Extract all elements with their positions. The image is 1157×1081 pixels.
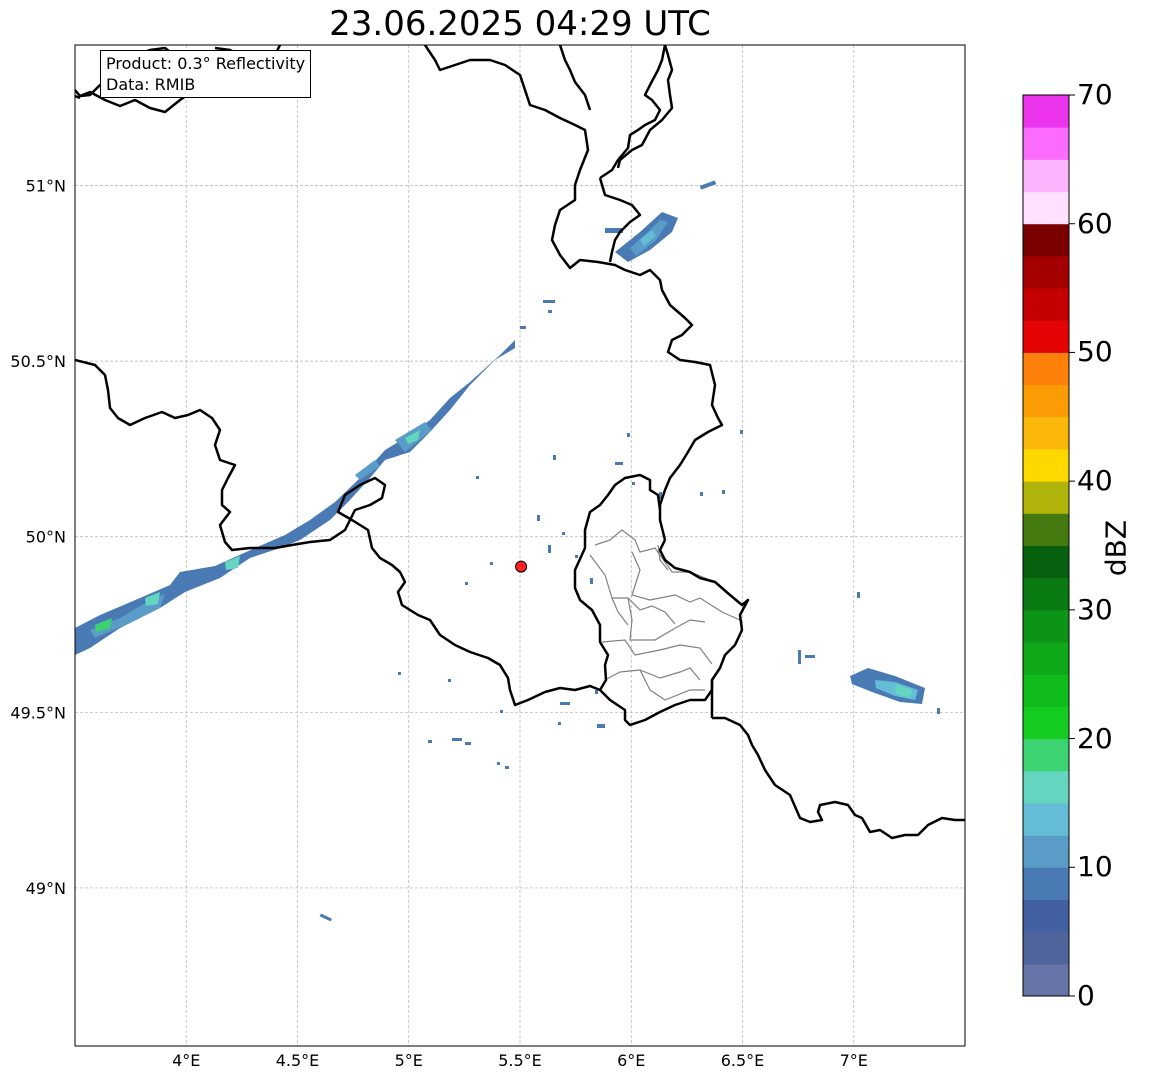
colorbar-tick-label: 60 — [1077, 206, 1113, 240]
lon-tick-label: 7°E — [840, 1051, 868, 1070]
colorbar-frame — [1022, 94, 1070, 997]
gridlines — [75, 45, 965, 1046]
colorbar-unit-label: dBZ — [1099, 519, 1133, 577]
colorbar-segment — [1023, 320, 1069, 353]
colorbar-segment — [1023, 352, 1069, 386]
colorbar-segment — [1023, 577, 1069, 611]
luxembourg-canton-borders — [589, 529, 741, 701]
lat-tick-label: 50°N — [26, 528, 66, 547]
colorbar-segment — [1023, 642, 1069, 675]
echo-band-core — [145, 592, 160, 606]
colorbar-segment — [1023, 931, 1069, 965]
colorbar-segment — [1023, 127, 1069, 160]
map-frame — [74, 44, 966, 1047]
colorbar-tick-label: 0 — [1077, 979, 1095, 1012]
longitude-tick-labels: 4°E 4.5°E 5°E 5.5°E 6°E 6.5°E 7°E — [172, 1051, 868, 1070]
colorbar-segment — [1023, 867, 1069, 900]
lat-tick-label: 49.5°N — [10, 703, 66, 722]
radar-site-marker — [515, 560, 528, 573]
colorbar-segment — [1023, 963, 1069, 997]
lat-tick-label: 50.5°N — [10, 352, 66, 371]
colorbar-segment — [1023, 448, 1069, 482]
echo-cell-north — [640, 230, 656, 246]
colorbar-segment — [1023, 835, 1069, 868]
colorbar-segment — [1023, 513, 1069, 546]
colorbar-segment — [1023, 223, 1069, 257]
lon-tick-label: 4°E — [172, 1051, 200, 1070]
colorbar-tick-label: 50 — [1077, 335, 1113, 369]
colorbar-segment — [1023, 95, 1069, 128]
colorbar-segment — [1023, 899, 1069, 933]
colorbar-segment — [1023, 255, 1069, 289]
colorbar-ticks — [1069, 94, 1075, 997]
colorbar-segment — [1023, 191, 1069, 225]
colorbar-tick-label: 30 — [1077, 592, 1113, 626]
colorbar-tick-label: 20 — [1077, 721, 1113, 755]
colorbar-segment — [1023, 770, 1069, 804]
colorbar-tick-label: 70 — [1077, 78, 1113, 111]
reflectivity-echoes — [75, 180, 940, 922]
lon-tick-label: 5.5°E — [498, 1051, 542, 1070]
colorbar-segment — [1023, 674, 1069, 707]
colorbar-segment — [1023, 545, 1069, 579]
lat-tick-label: 51°N — [26, 176, 66, 195]
product-label: Product: 0.3° Reflectivity — [106, 54, 306, 73]
colorbar-segment — [1023, 738, 1069, 772]
lat-tick-label: 49°N — [26, 879, 66, 898]
colorbar-segment — [1023, 481, 1069, 514]
lon-tick-label: 6.5°E — [721, 1051, 765, 1070]
map-title: 23.06.2025 04:29 UTC — [329, 4, 711, 44]
colorbar-segment — [1023, 802, 1069, 836]
colorbar-segment — [1023, 384, 1069, 418]
lon-tick-label: 5°E — [395, 1051, 423, 1070]
echo-band-main — [75, 340, 515, 655]
colorbar — [1023, 95, 1069, 997]
lon-tick-label: 4.5°E — [276, 1051, 320, 1070]
echo-band-core — [355, 460, 380, 480]
product-info-box: Product: 0.3° Reflectivity Data: RMIB — [100, 50, 312, 98]
echo-band-core — [405, 430, 420, 444]
colorbar-segment — [1023, 416, 1069, 450]
colorbar-tick-label: 10 — [1077, 850, 1113, 884]
colorbar-segment — [1023, 159, 1069, 193]
echo-cell-east — [895, 684, 912, 698]
colorbar-tick-label: 40 — [1077, 464, 1113, 498]
colorbar-segment — [1023, 609, 1069, 643]
echo-band-core — [95, 618, 112, 632]
colorbar-segment — [1023, 288, 1069, 321]
data-source-label: Data: RMIB — [106, 75, 196, 94]
lon-tick-label: 6°E — [617, 1051, 645, 1070]
colorbar-segment — [1023, 706, 1069, 740]
latitude-tick-labels: 49°N 49.5°N 50°N 50.5°N 51°N — [10, 176, 66, 897]
echo-band-core — [225, 556, 240, 570]
